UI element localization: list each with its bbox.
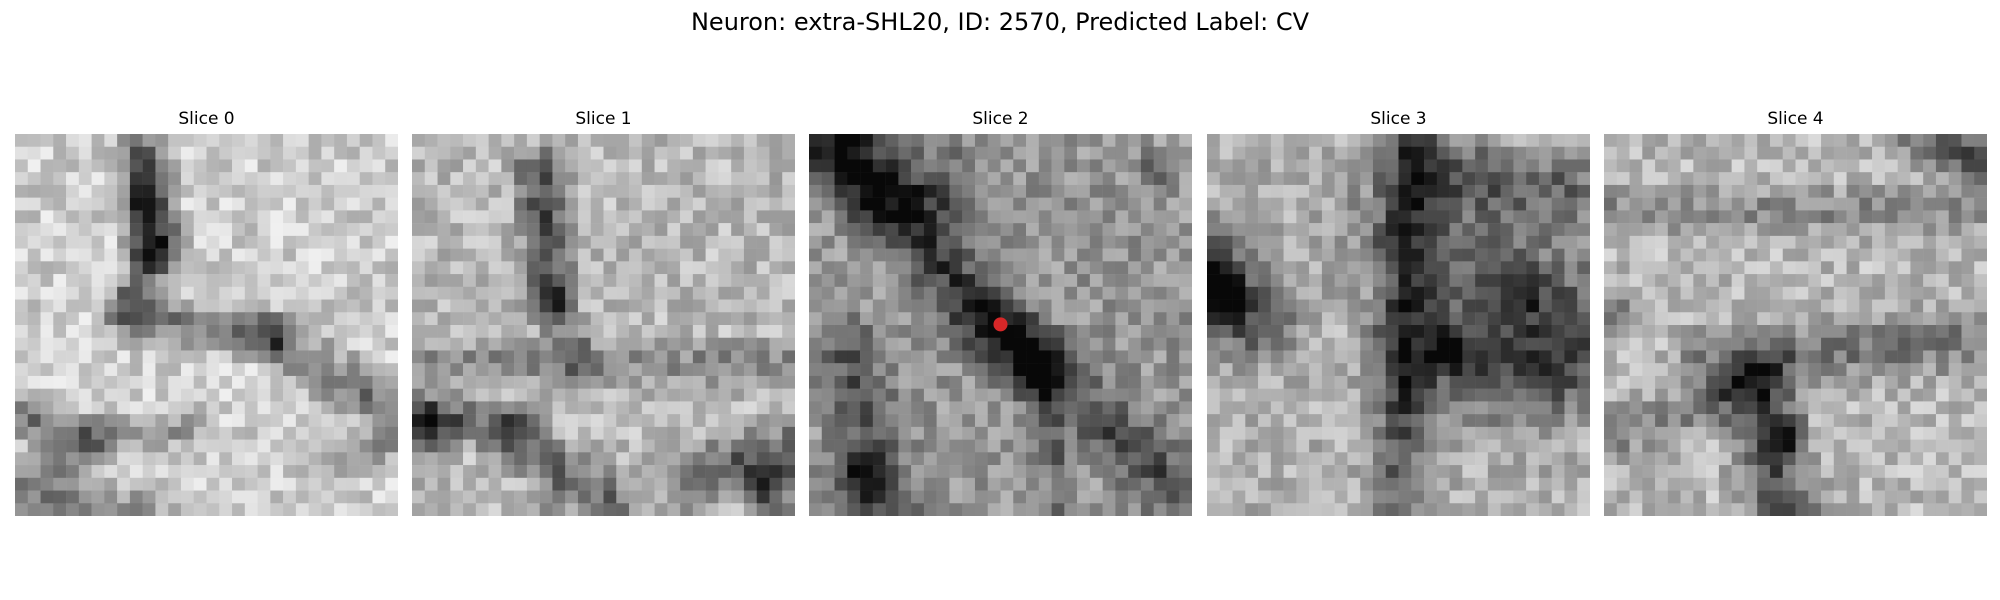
slice-panel-3: Slice 3 — [1207, 108, 1590, 516]
slice-panel-1: Slice 1 — [412, 108, 795, 516]
center-marker — [993, 317, 1008, 332]
slice-title-2: Slice 2 — [972, 109, 1029, 129]
slice-image-4 — [1604, 134, 1987, 516]
slice-title-1: Slice 1 — [575, 109, 632, 129]
slice-title-4: Slice 4 — [1767, 109, 1824, 129]
slice-image-2 — [809, 134, 1192, 516]
figure-title: Neuron: extra-SHL20, ID: 2570, Predicted… — [690, 8, 1310, 36]
slice-image-1 — [412, 134, 795, 516]
slice-image-0 — [15, 134, 398, 516]
slice-title-0: Slice 0 — [178, 109, 235, 129]
slice-image-3 — [1207, 134, 1590, 516]
slice-panel-2: Slice 2 — [809, 108, 1192, 516]
slice-panel-4: Slice 4 — [1604, 108, 1987, 516]
slice-panel-0: Slice 0 — [15, 108, 398, 516]
slice-title-3: Slice 3 — [1370, 109, 1427, 129]
